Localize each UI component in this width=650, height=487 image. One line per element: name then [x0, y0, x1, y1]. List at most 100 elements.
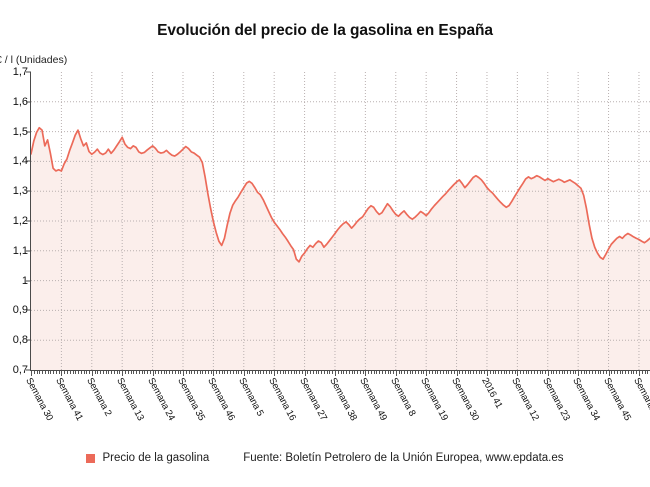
x-axis-tick — [196, 371, 198, 374]
y-axis-tick-label: 0,9 — [12, 304, 28, 317]
x-axis-tick — [66, 371, 68, 374]
x-axis-tick — [141, 371, 143, 374]
x-axis-tick — [97, 371, 99, 374]
y-axis-tick — [26, 309, 31, 311]
x-axis-tick — [498, 371, 499, 374]
x-axis-tick — [592, 371, 593, 374]
x-axis-tick — [539, 371, 541, 374]
x-axis-tick — [453, 371, 455, 374]
x-axis-tick — [464, 371, 466, 374]
x-axis-tick — [346, 371, 347, 374]
x-axis-tick — [428, 371, 430, 374]
x-axis-tick — [36, 371, 38, 374]
x-axis-tick-label: Semana 49 — [357, 376, 390, 423]
x-axis-tick — [91, 371, 93, 376]
x-axis-tick — [315, 371, 317, 374]
x-axis-tick — [542, 371, 544, 374]
x-axis-tick — [550, 371, 552, 374]
x-axis-tick — [459, 371, 461, 374]
x-axis-tick — [47, 371, 49, 374]
x-axis-tick — [638, 371, 640, 376]
x-axis-tick — [492, 371, 494, 374]
x-axis-tick-label: Semana 30 — [448, 376, 481, 423]
x-axis-tick — [39, 371, 41, 374]
y-axis-tick-labels: 1,7 1,6 1,5 1,4 1,3 1,2 1,1 1 0,9 0,8 0,7 — [0, 66, 28, 376]
x-axis-tick — [440, 371, 441, 374]
y-axis-tick — [26, 280, 31, 282]
x-axis-tick — [321, 371, 323, 374]
x-axis-tick — [415, 371, 417, 374]
x-axis-tick — [125, 371, 126, 374]
x-axis-tick-label: Semana 4 — [631, 376, 650, 418]
legend-label: Precio de la gasolina — [102, 452, 210, 464]
y-axis-tick — [26, 250, 31, 252]
x-axis-tick — [370, 371, 372, 374]
y-axis-tick-label: 1,1 — [12, 244, 28, 257]
x-axis-tick-label: Semana 45 — [600, 376, 633, 423]
x-axis-tick — [191, 371, 193, 374]
x-axis-tick — [44, 371, 46, 374]
x-axis-tick — [509, 371, 511, 374]
x-axis-tick — [404, 371, 406, 374]
x-axis-tick — [561, 371, 563, 374]
x-axis-tick — [641, 371, 643, 374]
x-axis-tick — [218, 371, 220, 374]
x-axis-tick — [578, 371, 580, 376]
x-axis-tick — [343, 371, 345, 374]
x-axis-tick — [55, 371, 57, 374]
x-axis-tick — [310, 371, 312, 374]
y-axis-tick — [26, 131, 31, 133]
x-axis-tick-label: Semana 24 — [144, 376, 177, 423]
x-axis-tick — [227, 371, 229, 374]
x-axis-tick — [136, 371, 137, 374]
y-axis-tick-label: 0,7 — [12, 364, 28, 376]
legend-entry-precio-gasolina[interactable]: Precio de la gasolina — [86, 452, 209, 464]
x-axis-tick — [547, 371, 549, 376]
x-axis-tick — [260, 371, 262, 374]
x-axis-tick — [354, 371, 356, 374]
x-axis-tick — [290, 371, 292, 374]
plot-svg — [31, 72, 650, 370]
x-axis-tick — [583, 371, 585, 374]
x-axis-tick — [31, 371, 32, 376]
x-axis-tick — [445, 371, 447, 374]
x-axis-tick — [282, 371, 284, 374]
gridlines — [31, 72, 650, 370]
x-axis-tick — [600, 371, 602, 374]
x-axis-tick — [627, 371, 629, 374]
x-axis-tick — [249, 371, 251, 374]
x-axis-tick — [194, 371, 195, 374]
x-axis-tick — [89, 371, 90, 374]
x-axis-tick — [279, 371, 281, 374]
x-axis-tick — [340, 371, 342, 374]
x-axis-tick — [351, 371, 353, 374]
x-axis-tick-label: Semana 46 — [205, 376, 238, 423]
x-axis-tick — [379, 371, 381, 374]
x-axis-tick — [558, 371, 560, 374]
x-axis-tick — [75, 371, 77, 374]
x-axis-tick — [448, 371, 450, 374]
x-axis-tick — [232, 371, 234, 374]
x-axis-tick-label: Semana 12 — [509, 376, 542, 423]
x-axis-tick — [69, 371, 71, 374]
x-axis-tick — [202, 371, 204, 374]
x-axis-tick — [149, 371, 151, 374]
x-axis-tick — [456, 371, 458, 376]
x-axis-tick-label: Semana 38 — [327, 376, 359, 423]
x-axis-tick-label: Semana 5 — [236, 376, 266, 418]
x-axis-tick — [293, 371, 295, 374]
series-area-fill — [31, 127, 650, 370]
x-axis-tick — [169, 371, 171, 374]
x-axis-tick — [387, 371, 389, 374]
x-axis-tick — [152, 371, 154, 376]
x-axis-tick — [180, 371, 182, 374]
chart-footer: Precio de la gasolina Fuente: Boletín Pe… — [0, 448, 650, 468]
x-axis-tick — [318, 371, 320, 374]
x-axis-tick — [373, 371, 375, 374]
x-axis-tick — [301, 371, 303, 374]
x-axis-tick — [619, 371, 621, 374]
x-axis-tick-labels: Semana 30 Semana 41 Semana 2 Semana 13 Seman… — [0, 376, 650, 446]
x-axis-tick — [564, 371, 566, 374]
x-axis-tick — [257, 371, 259, 374]
